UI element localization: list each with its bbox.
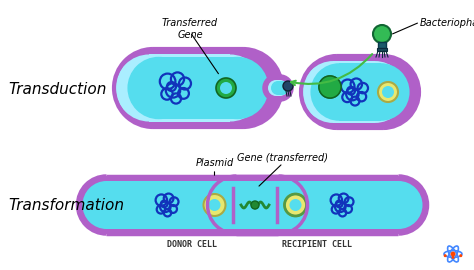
Circle shape bbox=[319, 76, 341, 98]
Circle shape bbox=[352, 63, 410, 121]
Text: Plasmid: Plasmid bbox=[195, 158, 234, 168]
Bar bbox=[107, 176, 279, 234]
Circle shape bbox=[290, 199, 301, 211]
Circle shape bbox=[319, 76, 341, 98]
Bar bbox=[378, 42, 386, 48]
Circle shape bbox=[370, 176, 428, 234]
Circle shape bbox=[78, 176, 136, 234]
Circle shape bbox=[216, 78, 236, 98]
Circle shape bbox=[255, 181, 302, 229]
Circle shape bbox=[264, 76, 288, 100]
Bar bbox=[339, 63, 381, 121]
Circle shape bbox=[206, 57, 269, 119]
Circle shape bbox=[82, 181, 130, 229]
Bar bbox=[377, 48, 387, 51]
Bar bbox=[276, 76, 280, 100]
Circle shape bbox=[204, 49, 282, 127]
Bar bbox=[276, 80, 280, 96]
Circle shape bbox=[251, 201, 259, 209]
Circle shape bbox=[275, 81, 289, 95]
Bar bbox=[236, 193, 274, 217]
Text: Transformation: Transformation bbox=[8, 197, 124, 212]
Bar bbox=[149, 55, 230, 122]
Circle shape bbox=[283, 81, 293, 91]
Bar bbox=[333, 61, 375, 123]
FancyArrowPatch shape bbox=[291, 54, 372, 85]
Circle shape bbox=[284, 194, 307, 216]
Text: Gene (transferred): Gene (transferred) bbox=[237, 152, 328, 162]
Circle shape bbox=[208, 176, 265, 234]
Bar bbox=[278, 81, 282, 95]
Bar bbox=[337, 56, 383, 128]
Circle shape bbox=[450, 251, 456, 256]
Circle shape bbox=[128, 57, 190, 119]
Bar bbox=[237, 176, 399, 234]
Text: RECIPIENT CELL: RECIPIENT CELL bbox=[283, 240, 353, 249]
Circle shape bbox=[209, 199, 220, 211]
Circle shape bbox=[272, 80, 288, 96]
Circle shape bbox=[271, 81, 285, 95]
Circle shape bbox=[116, 55, 183, 122]
Circle shape bbox=[459, 254, 462, 257]
Circle shape bbox=[444, 254, 447, 257]
Circle shape bbox=[373, 25, 391, 43]
Circle shape bbox=[378, 82, 398, 102]
Circle shape bbox=[374, 181, 422, 229]
Circle shape bbox=[347, 56, 419, 128]
Bar bbox=[237, 181, 399, 229]
Circle shape bbox=[452, 256, 455, 259]
Bar bbox=[107, 181, 279, 229]
Circle shape bbox=[310, 63, 368, 121]
Text: Transferred
Gene: Transferred Gene bbox=[162, 18, 218, 40]
Text: DONOR CELL: DONOR CELL bbox=[167, 240, 218, 249]
Circle shape bbox=[203, 194, 226, 216]
Circle shape bbox=[114, 49, 192, 127]
Circle shape bbox=[301, 56, 373, 128]
Circle shape bbox=[249, 176, 308, 234]
Circle shape bbox=[268, 76, 292, 100]
Bar bbox=[159, 57, 237, 119]
Bar bbox=[153, 49, 243, 127]
Text: Bacteriophage: Bacteriophage bbox=[420, 18, 474, 28]
Circle shape bbox=[212, 181, 261, 229]
Text: Transduction: Transduction bbox=[8, 83, 106, 97]
Circle shape bbox=[220, 82, 232, 94]
Circle shape bbox=[382, 86, 394, 98]
Bar bbox=[233, 188, 277, 222]
Circle shape bbox=[344, 61, 406, 123]
Circle shape bbox=[196, 55, 264, 122]
Circle shape bbox=[302, 61, 364, 123]
Circle shape bbox=[268, 80, 284, 96]
